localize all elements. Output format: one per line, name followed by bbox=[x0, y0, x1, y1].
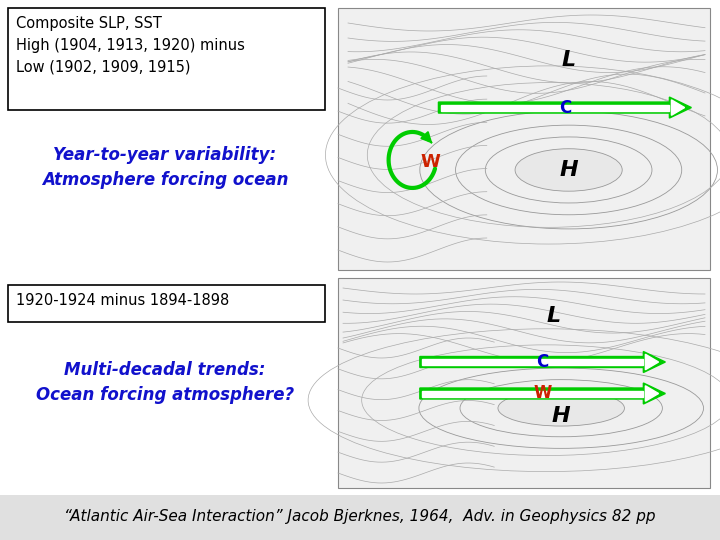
Bar bbox=[8, 285, 325, 322]
Bar bbox=[8, 8, 325, 110]
FancyArrow shape bbox=[441, 105, 670, 111]
FancyArrow shape bbox=[420, 352, 665, 373]
Text: Multi-decadal trends:: Multi-decadal trends: bbox=[64, 361, 266, 379]
Text: Composite SLP, SST
High (1904, 1913, 1920) minus
Low (1902, 1909, 1915): Composite SLP, SST High (1904, 1913, 192… bbox=[16, 16, 245, 74]
Bar bbox=[338, 278, 710, 488]
Text: H: H bbox=[559, 160, 578, 180]
Bar bbox=[338, 8, 710, 270]
Ellipse shape bbox=[515, 148, 622, 191]
Text: H: H bbox=[552, 406, 570, 426]
Text: L: L bbox=[562, 50, 576, 70]
Text: L: L bbox=[546, 306, 561, 326]
FancyArrow shape bbox=[671, 100, 685, 116]
Text: “Atlantic Air-Sea Interaction” Jacob Bjerknes, 1964,  Adv. in Geophysics 82 pp: “Atlantic Air-Sea Interaction” Jacob Bje… bbox=[64, 510, 656, 524]
Bar bbox=[0, 495, 720, 540]
FancyArrow shape bbox=[423, 390, 644, 396]
Text: W: W bbox=[534, 384, 552, 402]
Text: C: C bbox=[536, 353, 549, 371]
Text: 1920-1924 minus 1894-1898: 1920-1924 minus 1894-1898 bbox=[16, 293, 229, 308]
Text: W: W bbox=[420, 153, 441, 171]
FancyArrow shape bbox=[645, 354, 659, 370]
Text: Ocean forcing atmosphere?: Ocean forcing atmosphere? bbox=[36, 386, 294, 404]
FancyArrow shape bbox=[423, 359, 644, 365]
FancyArrow shape bbox=[420, 383, 665, 404]
FancyArrow shape bbox=[645, 386, 659, 401]
Ellipse shape bbox=[498, 390, 624, 426]
Text: C: C bbox=[559, 99, 571, 117]
Text: Year-to-year variability:: Year-to-year variability: bbox=[53, 146, 276, 164]
Text: Atmosphere forcing ocean: Atmosphere forcing ocean bbox=[42, 171, 288, 189]
FancyArrow shape bbox=[438, 97, 691, 118]
